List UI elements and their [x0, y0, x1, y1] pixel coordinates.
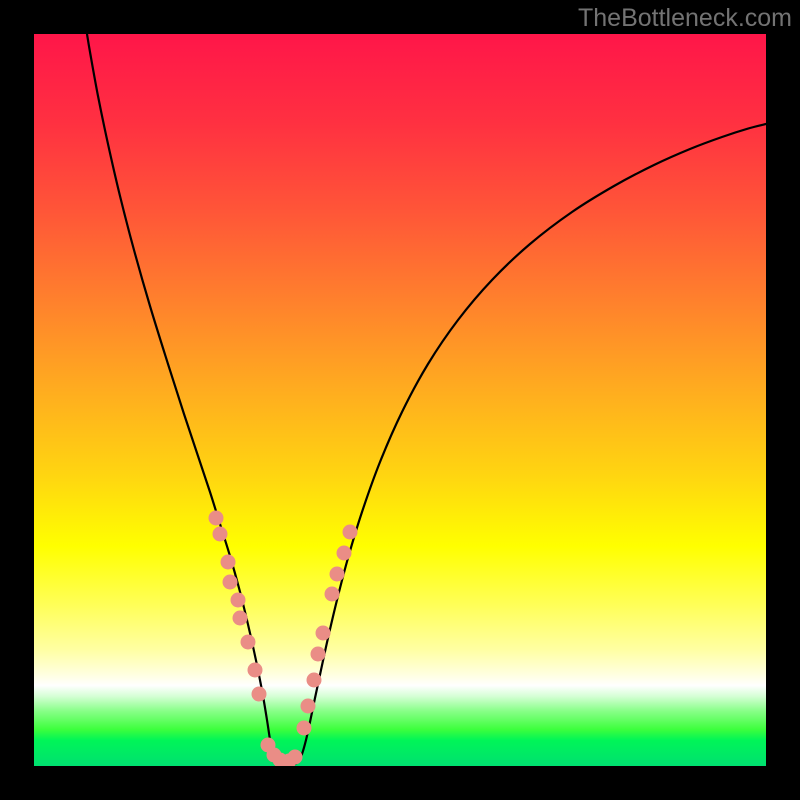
data-marker: [231, 593, 246, 608]
data-marker: [307, 673, 322, 688]
data-marker: [330, 567, 345, 582]
curves-layer: [34, 34, 766, 766]
data-marker: [311, 647, 326, 662]
curve-left-branch: [87, 34, 284, 766]
data-marker: [221, 555, 236, 570]
data-marker: [325, 587, 340, 602]
data-marker: [316, 626, 331, 641]
watermark-text: TheBottleneck.com: [578, 4, 792, 33]
data-marker: [301, 699, 316, 714]
chart-root: TheBottleneck.com: [0, 0, 800, 800]
data-marker: [297, 721, 312, 736]
data-marker: [233, 611, 248, 626]
plot-area: [34, 34, 766, 766]
data-marker: [248, 663, 263, 678]
data-marker: [213, 527, 228, 542]
data-marker: [252, 687, 267, 702]
curve-right-branch: [284, 124, 766, 766]
data-marker: [288, 750, 303, 765]
data-marker: [223, 575, 238, 590]
data-marker: [337, 546, 352, 561]
data-marker: [343, 525, 358, 540]
data-marker: [241, 635, 256, 650]
data-marker: [209, 511, 224, 526]
